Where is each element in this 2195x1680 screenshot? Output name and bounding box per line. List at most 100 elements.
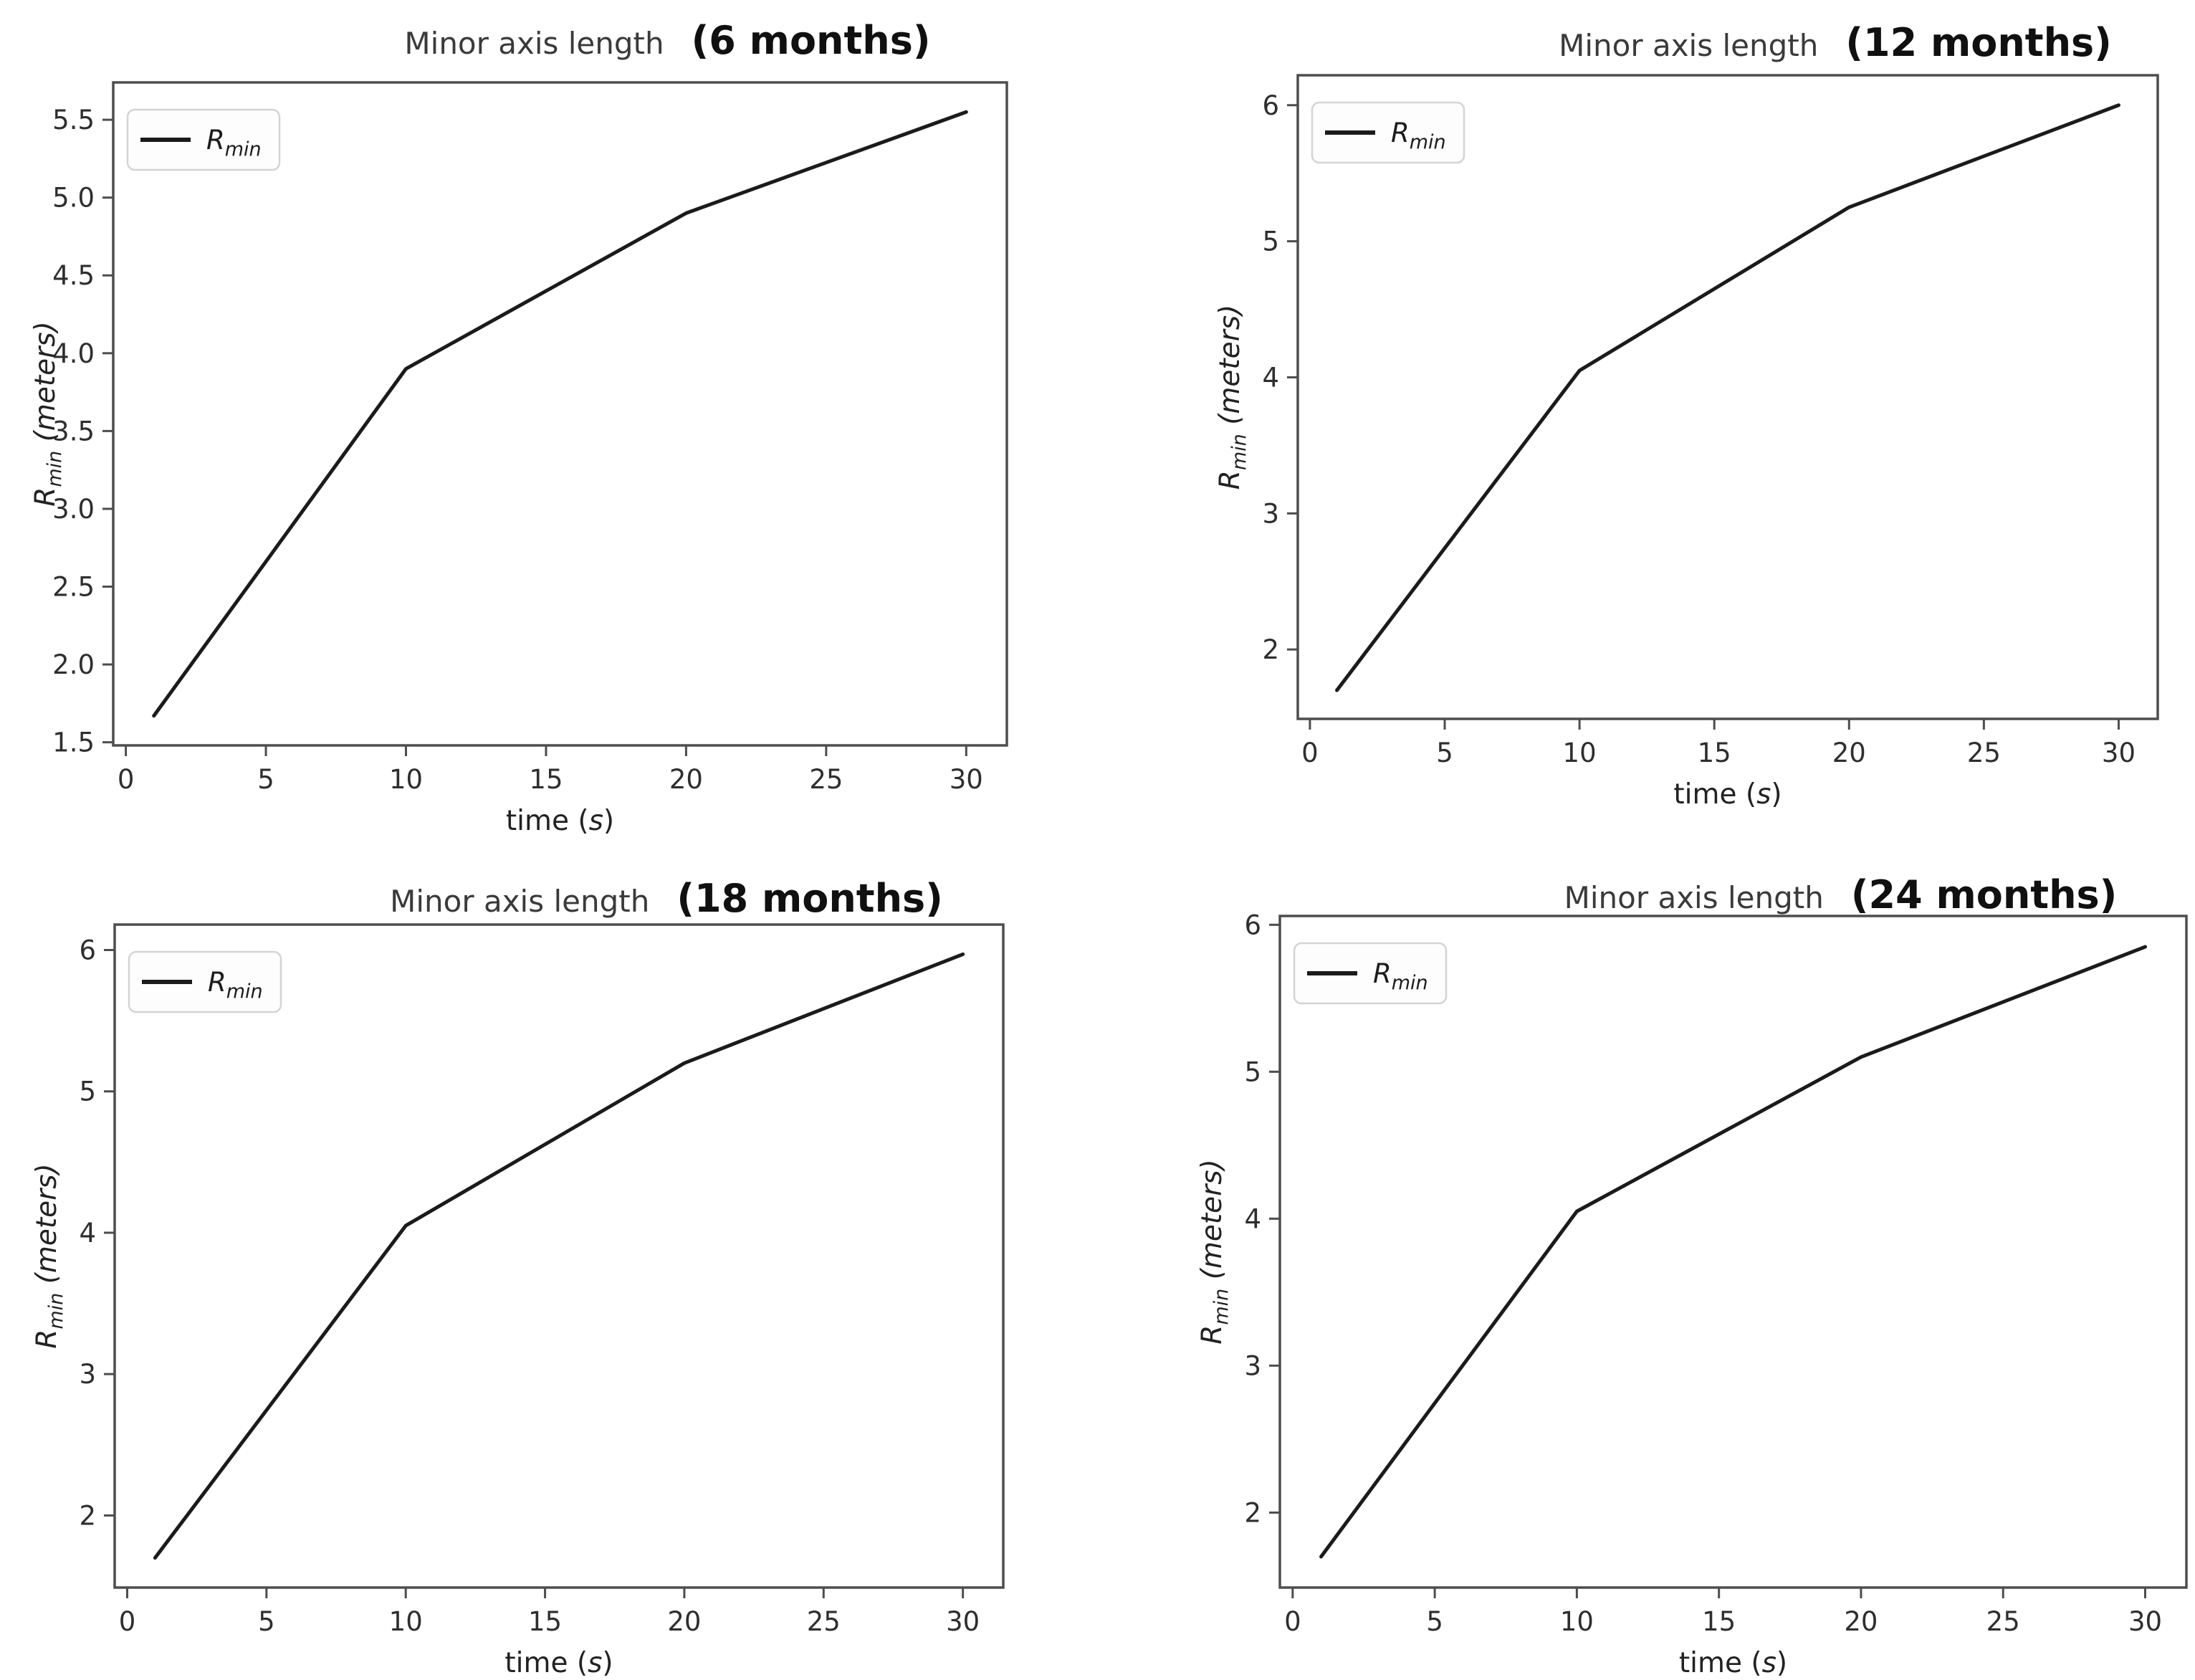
- legend-box: [128, 950, 282, 1013]
- plot-border: [113, 923, 1005, 1589]
- legend-box: [1311, 101, 1465, 164]
- x-tick-label: 10: [389, 1606, 423, 1637]
- legend-label: Rmin: [208, 967, 263, 1003]
- months-annotation: (6 months): [692, 18, 931, 63]
- x-tick-label: 15: [1702, 1606, 1736, 1637]
- x-label-var: s: [588, 1647, 602, 1679]
- chart-svg-12-months: 0 5 10 15 20 25 30 2 3 4 5 6 Minor axis length (12 mo…: [1214, 20, 2159, 811]
- y-tick-label: 5: [1244, 1056, 1261, 1087]
- chart-svg-6-months: 0 5 10 15 20 25 30 1.5 2.0 2.5 3.0 3.5 4.0 4.5 5.0 5.5 M…: [29, 18, 1008, 837]
- y-axis-label: Rmin (meters): [1196, 1159, 1233, 1344]
- legend-label-sub: min: [1410, 131, 1446, 153]
- x-tick-label: 0: [119, 1606, 136, 1637]
- legend-label-sub: min: [225, 138, 262, 161]
- x-label-pre: time (: [1679, 1647, 1762, 1679]
- x-axis-label: time (s): [506, 805, 614, 837]
- y-tick-label: 5.0: [52, 183, 95, 214]
- y-label-main: R: [1196, 1325, 1228, 1345]
- x-tick-label: 10: [1560, 1606, 1594, 1637]
- y-axis-label: Rmin (meters): [29, 321, 66, 506]
- y-tick-label: 6: [1244, 910, 1261, 940]
- y-tick-label: 2.5: [52, 572, 95, 603]
- x-tick-label: 20: [1844, 1606, 1878, 1637]
- x-label-var: s: [1756, 778, 1771, 811]
- x-tick-label: 10: [389, 764, 423, 795]
- y-tick-label: 5.5: [52, 105, 95, 135]
- title-text: Minor axis length: [390, 884, 649, 919]
- chart-title: Minor axis length (18 months): [390, 876, 943, 921]
- x-tick-label: 25: [809, 764, 843, 795]
- legend-label: Rmin: [1373, 958, 1428, 994]
- x-tick-label: 0: [1284, 1606, 1301, 1637]
- x-tick-label: 30: [2102, 738, 2136, 768]
- x-tick-label: 15: [529, 764, 563, 795]
- x-tick-label: 5: [257, 764, 274, 795]
- x-tick-label: 15: [1698, 738, 1731, 768]
- y-tick-label: 5: [79, 1077, 96, 1107]
- chart-panel-18-months: 0 5 10 15 20 25 30 2 3 4 5 6 Minor axis length (18 mo…: [0, 840, 1097, 1680]
- y-tick-label: 4: [1244, 1203, 1261, 1234]
- x-label-post: ): [1776, 1647, 1787, 1679]
- rmin-line: [1335, 103, 2120, 692]
- y-tick-label: 5: [1262, 226, 1279, 257]
- y-label-sub: min: [1210, 1289, 1233, 1325]
- legend-label-main: R: [206, 125, 225, 156]
- y-tick-label: 2.0: [52, 649, 95, 680]
- y-tick-label: 3.5: [52, 416, 95, 447]
- x-label-var: s: [589, 805, 603, 837]
- legend-label: Rmin: [206, 125, 262, 161]
- y-tick-label: 4.5: [52, 260, 95, 291]
- legend-label-main: R: [1391, 118, 1410, 148]
- y-label-rest: (meters): [31, 1163, 63, 1292]
- legend-label-main: R: [1373, 958, 1392, 989]
- y-axis-label: Rmin (meters): [1214, 305, 1250, 490]
- x-axis-label: time (s): [1679, 1647, 1787, 1679]
- x-axis-label: time (s): [1673, 778, 1782, 811]
- x-label-pre: time (: [1673, 778, 1756, 811]
- y-tick-label: 2: [1262, 634, 1279, 665]
- plot-border: [1296, 74, 2159, 720]
- chart-title: Minor axis length (12 months): [1559, 20, 2112, 65]
- legend-label: Rmin: [1391, 118, 1446, 153]
- x-tick-label: 30: [2128, 1606, 2162, 1637]
- x-axis-label: time (s): [504, 1647, 613, 1679]
- y-tick-label: 2: [1244, 1497, 1261, 1528]
- y-tick-label: 3.0: [52, 494, 95, 525]
- x-label-post: ): [1771, 778, 1782, 811]
- legend-label-sub: min: [1392, 972, 1428, 994]
- x-tick-label: 15: [528, 1606, 562, 1637]
- plot-border: [112, 81, 1008, 747]
- y-tick-label: 1.5: [52, 727, 95, 758]
- x-tick-label: 5: [258, 1606, 275, 1637]
- rmin-line: [153, 952, 965, 1560]
- y-tick-label: 4.0: [52, 338, 95, 369]
- x-tick-label: 30: [946, 1606, 980, 1637]
- legend-label-sub: min: [226, 980, 263, 1003]
- y-tick-label: 4: [1262, 362, 1279, 393]
- rmin-line: [1319, 945, 2147, 1559]
- legend-label-main: R: [208, 967, 226, 998]
- x-tick-label: 5: [1436, 738, 1453, 768]
- x-tick-label: 25: [1967, 738, 2001, 768]
- x-label-post: ): [603, 805, 614, 837]
- y-label-rest: (meters): [29, 321, 62, 450]
- y-label-rest: (meters): [1196, 1159, 1228, 1288]
- x-tick-label: 20: [669, 764, 703, 795]
- chart-panel-12-months: 0 5 10 15 20 25 30 2 3 4 5 6 Minor axis length (12 mo…: [1097, 0, 2194, 840]
- x-tick-label: 5: [1426, 1606, 1443, 1637]
- chart-panel-6-months: 0 5 10 15 20 25 30 1.5 2.0 2.5 3.0 3.5 4.0 4.5 5.0 5.5 M…: [0, 0, 1097, 840]
- months-annotation: (18 months): [676, 876, 943, 921]
- y-tick-label: 4: [79, 1218, 96, 1249]
- y-tick-label: 3: [1244, 1350, 1261, 1381]
- x-tick-label: 25: [1986, 1606, 2020, 1637]
- y-tick-label: 6: [79, 935, 96, 966]
- x-tick-label: 25: [807, 1606, 841, 1637]
- y-label-sub: min: [45, 1293, 67, 1330]
- legend-box: [126, 108, 281, 171]
- x-tick-label: 20: [667, 1606, 701, 1637]
- y-label-main: R: [1214, 470, 1246, 490]
- legend-box: [1293, 942, 1448, 1005]
- y-axis-label: Rmin (meters): [31, 1163, 67, 1348]
- x-label-pre: time (: [506, 805, 589, 837]
